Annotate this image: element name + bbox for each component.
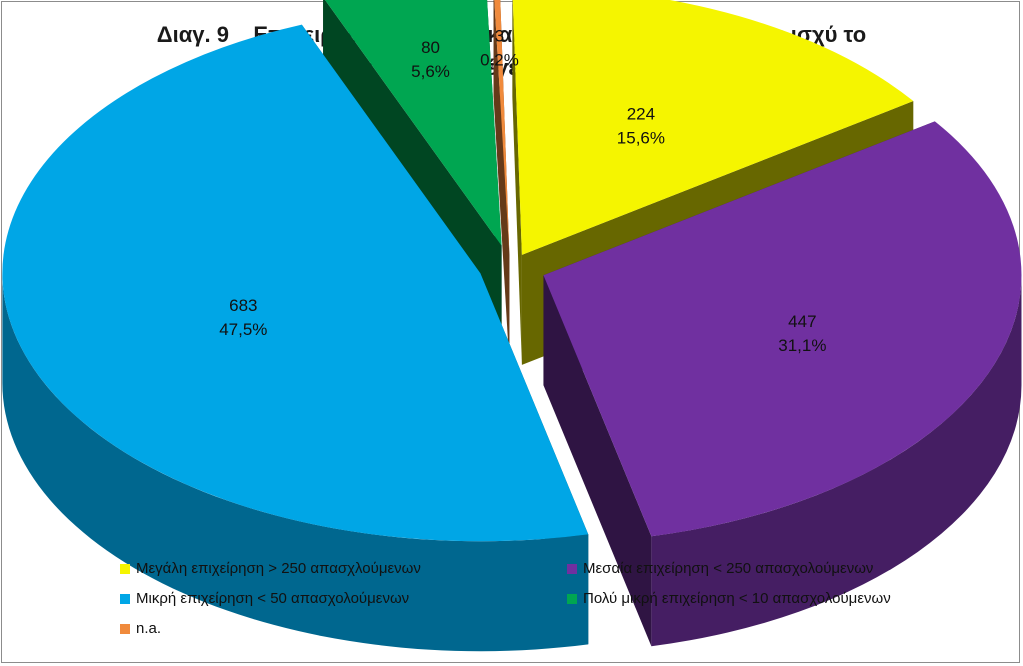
- data-label-value-5: 3: [495, 27, 504, 46]
- pie-slice-top-5: [494, 0, 510, 255]
- pie-slice-rim-3: [2, 273, 589, 652]
- data-label-value-3: 683: [229, 296, 257, 315]
- data-label-value-2: 447: [788, 312, 816, 331]
- data-label-value-1: 224: [627, 104, 655, 123]
- data-label-percent-1: 15,6%: [617, 128, 665, 147]
- data-label-percent-4: 5,6%: [411, 62, 450, 81]
- pie-slice-side-5-1: [493, 0, 510, 365]
- data-label-percent-2: 31,1%: [778, 336, 826, 355]
- pie-slice-5: [493, 0, 510, 365]
- pie-slice-top-4: [325, 0, 502, 246]
- pie-slice-top-1: [512, 0, 914, 255]
- pie-slice-top-2: [543, 121, 1022, 537]
- pie-slice-3: [2, 24, 589, 652]
- pie-slice-2: [543, 121, 1022, 647]
- pie-slice-top-3: [2, 24, 589, 542]
- pie-slice-side-2-2: [543, 275, 652, 647]
- data-label-percent-5: 0,2%: [480, 51, 519, 70]
- data-label-percent-3: 47,5%: [219, 320, 267, 339]
- pie-slice-rim-2: [651, 275, 1022, 647]
- data-label-value-4: 80: [421, 38, 440, 57]
- pie-slice-side-1-1: [512, 0, 522, 365]
